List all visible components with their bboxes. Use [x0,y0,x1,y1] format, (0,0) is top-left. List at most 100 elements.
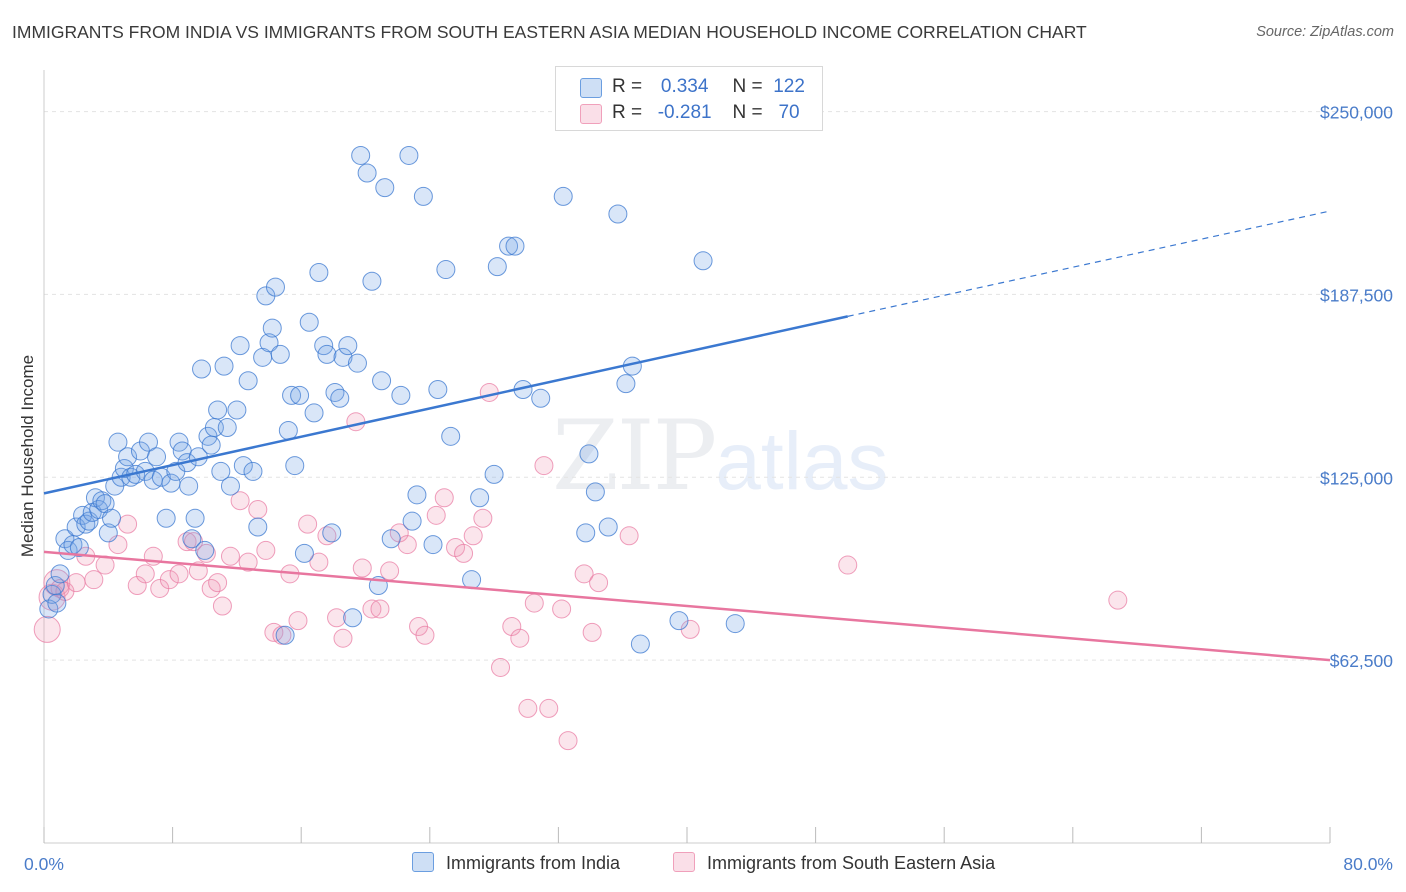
point-india [428,380,448,400]
tick-labels: $62,500 $125,000 $187,500 $250,000 0.0% 80.0% [24,103,1393,874]
legend-r-value: -0.281 [657,102,712,123]
point-sea [327,608,347,628]
point-india [576,523,596,543]
legend-r-value: 0.334 [660,76,709,97]
point-india [505,236,525,256]
point-india [248,517,268,537]
point-sea [473,508,493,528]
point-sea [169,564,189,584]
point-india [333,347,353,367]
point-sea [524,593,544,613]
legend-swatch-sea [580,104,602,124]
point-sea [479,382,499,402]
point-india [616,374,636,394]
point-india [299,312,319,332]
point-india [238,371,258,391]
point-india [108,432,128,452]
point-sea [352,558,372,578]
legend-n-label: N = [732,76,763,97]
legend-r-label: R = [612,76,643,97]
source-label: Source: ZipAtlas.com [1256,24,1394,40]
point-india [69,538,89,558]
point-india [413,186,433,206]
point-sea [415,625,435,645]
point-sea [582,622,602,642]
point-india [275,625,295,645]
point-india [499,236,519,256]
legend-n-value: 122 [773,76,805,97]
point-sea [558,731,578,751]
point-sea [298,514,318,534]
point-sea [534,456,554,476]
correlation-legend: R = 0.334 N = 122 R = -0.281 N = 70 [555,66,823,131]
point-india [399,145,419,165]
point-sea [127,576,147,596]
point-sea [426,505,446,525]
point-india [214,356,234,376]
bottom-legend-sea: Immigrants from South Eastern Asia [673,852,995,874]
legend-text-india: R = 0.334 N = 122 [612,76,805,98]
point-sea [518,698,538,718]
point-sea [539,698,559,718]
point-sea [238,552,258,572]
watermark: ZIPatlas [552,400,888,512]
point-india [182,529,202,549]
point-sea [370,599,390,619]
point-sea [589,573,609,593]
point-sea [502,616,522,636]
legend-n-label: N = [732,102,763,123]
bottom-legend-india: Immigrants from India [412,852,620,874]
point-sea [220,546,240,566]
point-india [381,529,401,549]
point-india [262,318,282,338]
point-india [47,593,67,613]
point-sea [463,526,483,546]
point-india [362,271,382,291]
point-sea [434,488,454,508]
point-sea [196,543,216,563]
point-india [725,614,745,634]
point-india [185,508,205,528]
point-india [195,540,215,560]
bottom-legend-label-india: Immigrants from India [446,853,621,873]
point-india [484,464,504,484]
legend-text-sea: R = -0.281 N = 70 [612,102,800,124]
trend-lines [43,210,1331,662]
point-india [317,344,337,364]
point-india [211,461,231,481]
point-india [338,336,358,356]
point-india [201,435,221,455]
point-india [156,508,176,528]
chart-title: IMMIGRANTS FROM INDIA VS IMMIGRANTS FROM… [12,22,1087,42]
point-india [138,432,158,452]
point-india [693,251,713,271]
point-sea [552,599,572,619]
point-sea [491,657,511,677]
point-india [309,262,329,282]
point-india [179,476,199,496]
point-sea [256,540,276,560]
point-india [118,447,138,467]
legend-swatch-india [580,78,602,98]
point-sea [118,514,138,534]
point-india [351,145,371,165]
point-india [391,385,411,405]
point-sea [208,573,228,593]
point-india [470,488,490,508]
point-india [98,523,118,543]
point-india [372,371,392,391]
point-india [282,385,302,405]
y-tick-label: $250,000 [1320,103,1393,123]
point-india [278,420,298,440]
point-india [322,523,342,543]
y-tick-label: $62,500 [1330,651,1394,671]
point-india [285,456,305,476]
point-india [441,426,461,446]
point-sea [288,611,308,631]
point-sea [454,543,474,563]
series-india-points [39,145,745,654]
point-sea [309,552,329,572]
point-sea [574,564,594,584]
point-sea [159,570,179,590]
